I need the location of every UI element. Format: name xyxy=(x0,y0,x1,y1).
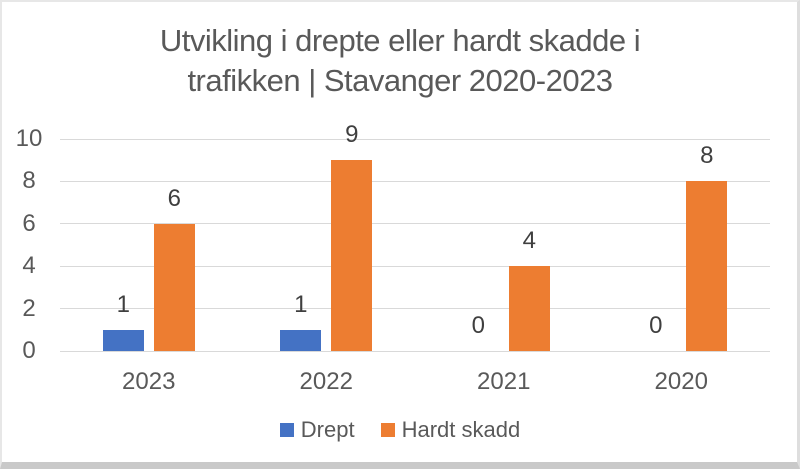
legend-swatch-hardt-skadd xyxy=(380,423,395,437)
data-label-drept-2020: 0 xyxy=(649,312,663,339)
data-label-hardt-skadd-2021: 4 xyxy=(522,227,536,255)
legend-swatch-drept xyxy=(279,423,294,437)
chart-title-line1: Utvikling i drepte eller hardt skadde i xyxy=(159,23,641,58)
x-category-label-2022: 2022 xyxy=(299,368,353,395)
bar-hardt-skadd-2023 xyxy=(153,223,195,351)
legend-item-hardt-skadd: Hardt skadd xyxy=(380,417,521,442)
gridline-y10 xyxy=(60,138,770,140)
data-label-hardt-skadd-2022: 9 xyxy=(345,121,359,149)
legend-label-drept: Drept xyxy=(300,417,355,442)
chart-title: Utvikling i drepte eller hardt skadde i … xyxy=(0,21,800,101)
plot-area: 1 6 1 9 0 4 0 8 xyxy=(60,122,770,352)
data-label-drept-2021: 0 xyxy=(471,312,485,339)
gridline-y2 xyxy=(60,308,770,310)
bar-drept-2022 xyxy=(280,329,322,351)
y-tick-label-10: 10 xyxy=(15,125,43,152)
y-tick-label-2: 2 xyxy=(22,294,36,322)
bar-hardt-skadd-2020 xyxy=(686,181,728,351)
x-category-label-2023: 2023 xyxy=(122,368,176,395)
y-tick-label-6: 6 xyxy=(22,209,36,237)
legend-label-hardt-skadd: Hardt skadd xyxy=(401,417,521,442)
bar-drept-2023 xyxy=(102,329,144,351)
x-category-label-2021: 2021 xyxy=(477,368,531,395)
data-label-hardt-skadd-2020: 8 xyxy=(700,142,714,170)
bar-hardt-skadd-2022 xyxy=(331,160,373,351)
y-tick-label-4: 4 xyxy=(22,252,36,280)
gridline-y6 xyxy=(60,223,770,225)
chart-title-line2: trafikken | Stavanger 2020-2023 xyxy=(187,63,613,98)
gridline-y4 xyxy=(60,265,770,267)
legend-item-drept: Drept xyxy=(279,417,355,442)
gridline-y0 xyxy=(60,350,770,352)
data-label-drept-2022: 1 xyxy=(294,290,308,318)
bar-hardt-skadd-2021 xyxy=(508,266,550,351)
gridline-y8 xyxy=(60,180,770,182)
data-label-drept-2023: 1 xyxy=(116,290,130,318)
legend: Drept Hardt skadd xyxy=(0,418,800,442)
y-tick-label-0: 0 xyxy=(22,337,36,364)
x-category-label-2020: 2020 xyxy=(654,368,708,395)
y-tick-label-8: 8 xyxy=(22,167,36,195)
data-label-hardt-skadd-2023: 6 xyxy=(167,184,181,212)
